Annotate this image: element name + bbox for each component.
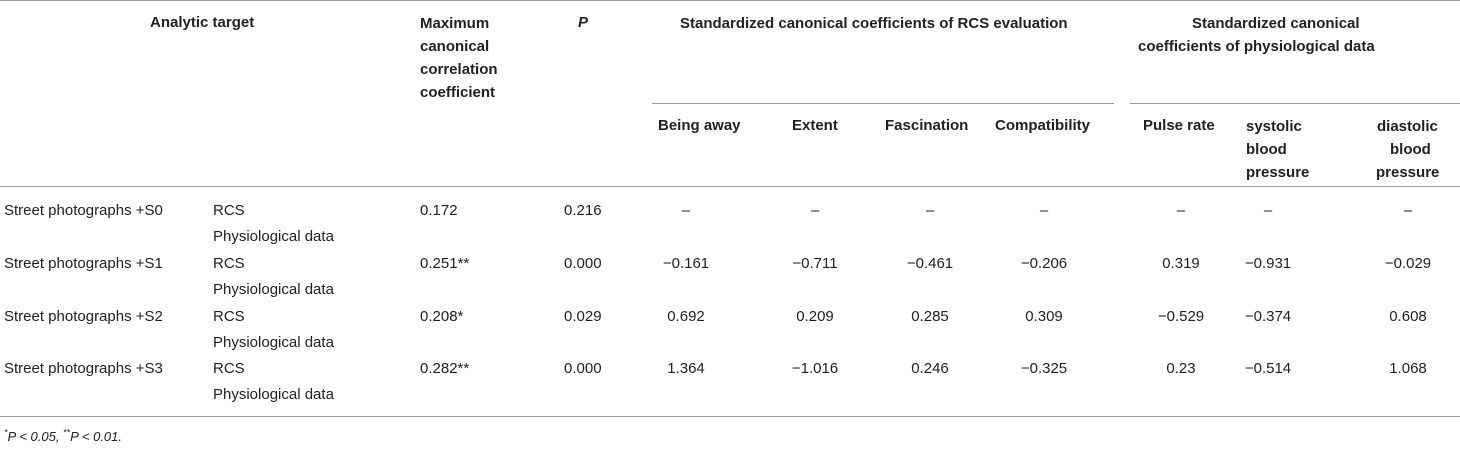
cell-target: Street photographs +S2 bbox=[4, 308, 163, 325]
footnote-star-2: ** bbox=[63, 427, 71, 438]
footnote-text-1: P < 0.05, bbox=[7, 429, 64, 444]
cell-compatibility: −0.325 bbox=[1020, 360, 1068, 377]
cell-max-coef: 0.282** bbox=[420, 360, 470, 377]
cell-extent: −1.016 bbox=[791, 360, 839, 377]
header-fascination: Fascination bbox=[885, 117, 969, 134]
header-being-away: Being away bbox=[658, 117, 741, 134]
cell-extent: – bbox=[810, 202, 820, 219]
cell-sub-rcs: RCS bbox=[213, 308, 245, 325]
header-diastolic-line: diastolic bbox=[1377, 118, 1438, 135]
cell-pulse-rate: 0.23 bbox=[1166, 360, 1196, 377]
cell-max-coef: 0.251** bbox=[420, 255, 470, 272]
cell-systolic: −0.514 bbox=[1244, 360, 1292, 377]
cell-max-coef: 0.172 bbox=[420, 202, 458, 219]
cell-fascination: 0.246 bbox=[911, 360, 949, 377]
top-rule bbox=[0, 0, 1460, 1]
cell-pulse-rate: – bbox=[1176, 202, 1186, 219]
cell-being-away: 1.364 bbox=[667, 360, 705, 377]
header-rcs-group: Standardized canonical coefficients of R… bbox=[680, 15, 1068, 32]
cell-compatibility: – bbox=[1039, 202, 1049, 219]
cell-p: 0.029 bbox=[564, 308, 602, 325]
cell-diastolic: −0.029 bbox=[1384, 255, 1432, 272]
cell-max-coef: 0.208* bbox=[420, 308, 464, 325]
cell-systolic: −0.931 bbox=[1244, 255, 1292, 272]
cell-p: 0.000 bbox=[564, 360, 602, 377]
header-phys-group-line: coefficients of physiological data bbox=[1138, 38, 1375, 55]
cell-sub-rcs: RCS bbox=[213, 255, 245, 272]
cell-compatibility: −0.206 bbox=[1020, 255, 1068, 272]
header-p: P bbox=[578, 14, 589, 31]
header-systolic-line: pressure bbox=[1246, 164, 1310, 181]
cell-pulse-rate: −0.529 bbox=[1157, 308, 1205, 325]
footnote-text-2: P < 0.01. bbox=[70, 429, 122, 444]
cell-being-away: −0.161 bbox=[662, 255, 710, 272]
header-max-coef-line: correlation bbox=[420, 61, 498, 78]
header-pulse-rate: Pulse rate bbox=[1143, 117, 1215, 134]
cell-sub-rcs: RCS bbox=[213, 202, 245, 219]
cell-extent: −0.711 bbox=[792, 255, 838, 272]
header-bottom-rule bbox=[0, 186, 1460, 187]
cell-extent: 0.209 bbox=[796, 308, 834, 325]
header-extent: Extent bbox=[792, 117, 838, 134]
header-max-coef-line: canonical bbox=[420, 38, 490, 55]
rcs-group-rule bbox=[652, 103, 1114, 104]
cell-systolic: – bbox=[1263, 202, 1273, 219]
cell-compatibility: 0.309 bbox=[1025, 308, 1063, 325]
cell-target: Street photographs +S1 bbox=[4, 255, 163, 272]
cell-sub-physiological: Physiological data bbox=[213, 334, 334, 351]
table-bottom-rule bbox=[0, 416, 1460, 417]
header-systolic-line: systolic bbox=[1246, 118, 1302, 135]
phys-group-rule bbox=[1130, 103, 1460, 104]
cell-sub-physiological: Physiological data bbox=[213, 228, 334, 245]
cell-p: 0.216 bbox=[564, 202, 602, 219]
footnote: *P < 0.05, **P < 0.01. bbox=[4, 424, 122, 449]
header-max-coef-line: Maximum bbox=[420, 15, 490, 32]
cell-sub-rcs: RCS bbox=[213, 360, 245, 377]
cell-target: Street photographs +S3 bbox=[4, 360, 163, 377]
cell-fascination: −0.461 bbox=[906, 255, 954, 272]
cell-pulse-rate: 0.319 bbox=[1162, 255, 1200, 272]
cell-sub-physiological: Physiological data bbox=[213, 386, 334, 403]
header-max-coef-line: coefficient bbox=[420, 84, 496, 101]
cell-sub-physiological: Physiological data bbox=[213, 281, 334, 298]
header-diastolic-line: blood bbox=[1390, 141, 1431, 158]
header-phys-group-line: Standardized canonical bbox=[1192, 15, 1360, 32]
cell-being-away: 0.692 bbox=[667, 308, 705, 325]
cell-being-away: – bbox=[681, 202, 691, 219]
cell-diastolic: – bbox=[1403, 202, 1413, 219]
cell-diastolic: 0.608 bbox=[1389, 308, 1427, 325]
header-systolic-line: blood bbox=[1246, 141, 1287, 158]
footnote-star-1: * bbox=[4, 427, 8, 438]
cell-fascination: – bbox=[925, 202, 935, 219]
cell-fascination: 0.285 bbox=[911, 308, 949, 325]
cell-systolic: −0.374 bbox=[1244, 308, 1292, 325]
cell-p: 0.000 bbox=[564, 255, 602, 272]
header-compatibility: Compatibility bbox=[995, 117, 1091, 134]
header-analytic-target: Analytic target bbox=[150, 14, 255, 31]
cell-target: Street photographs +S0 bbox=[4, 202, 163, 219]
header-diastolic-line: pressure bbox=[1376, 164, 1440, 181]
cell-diastolic: 1.068 bbox=[1389, 360, 1427, 377]
